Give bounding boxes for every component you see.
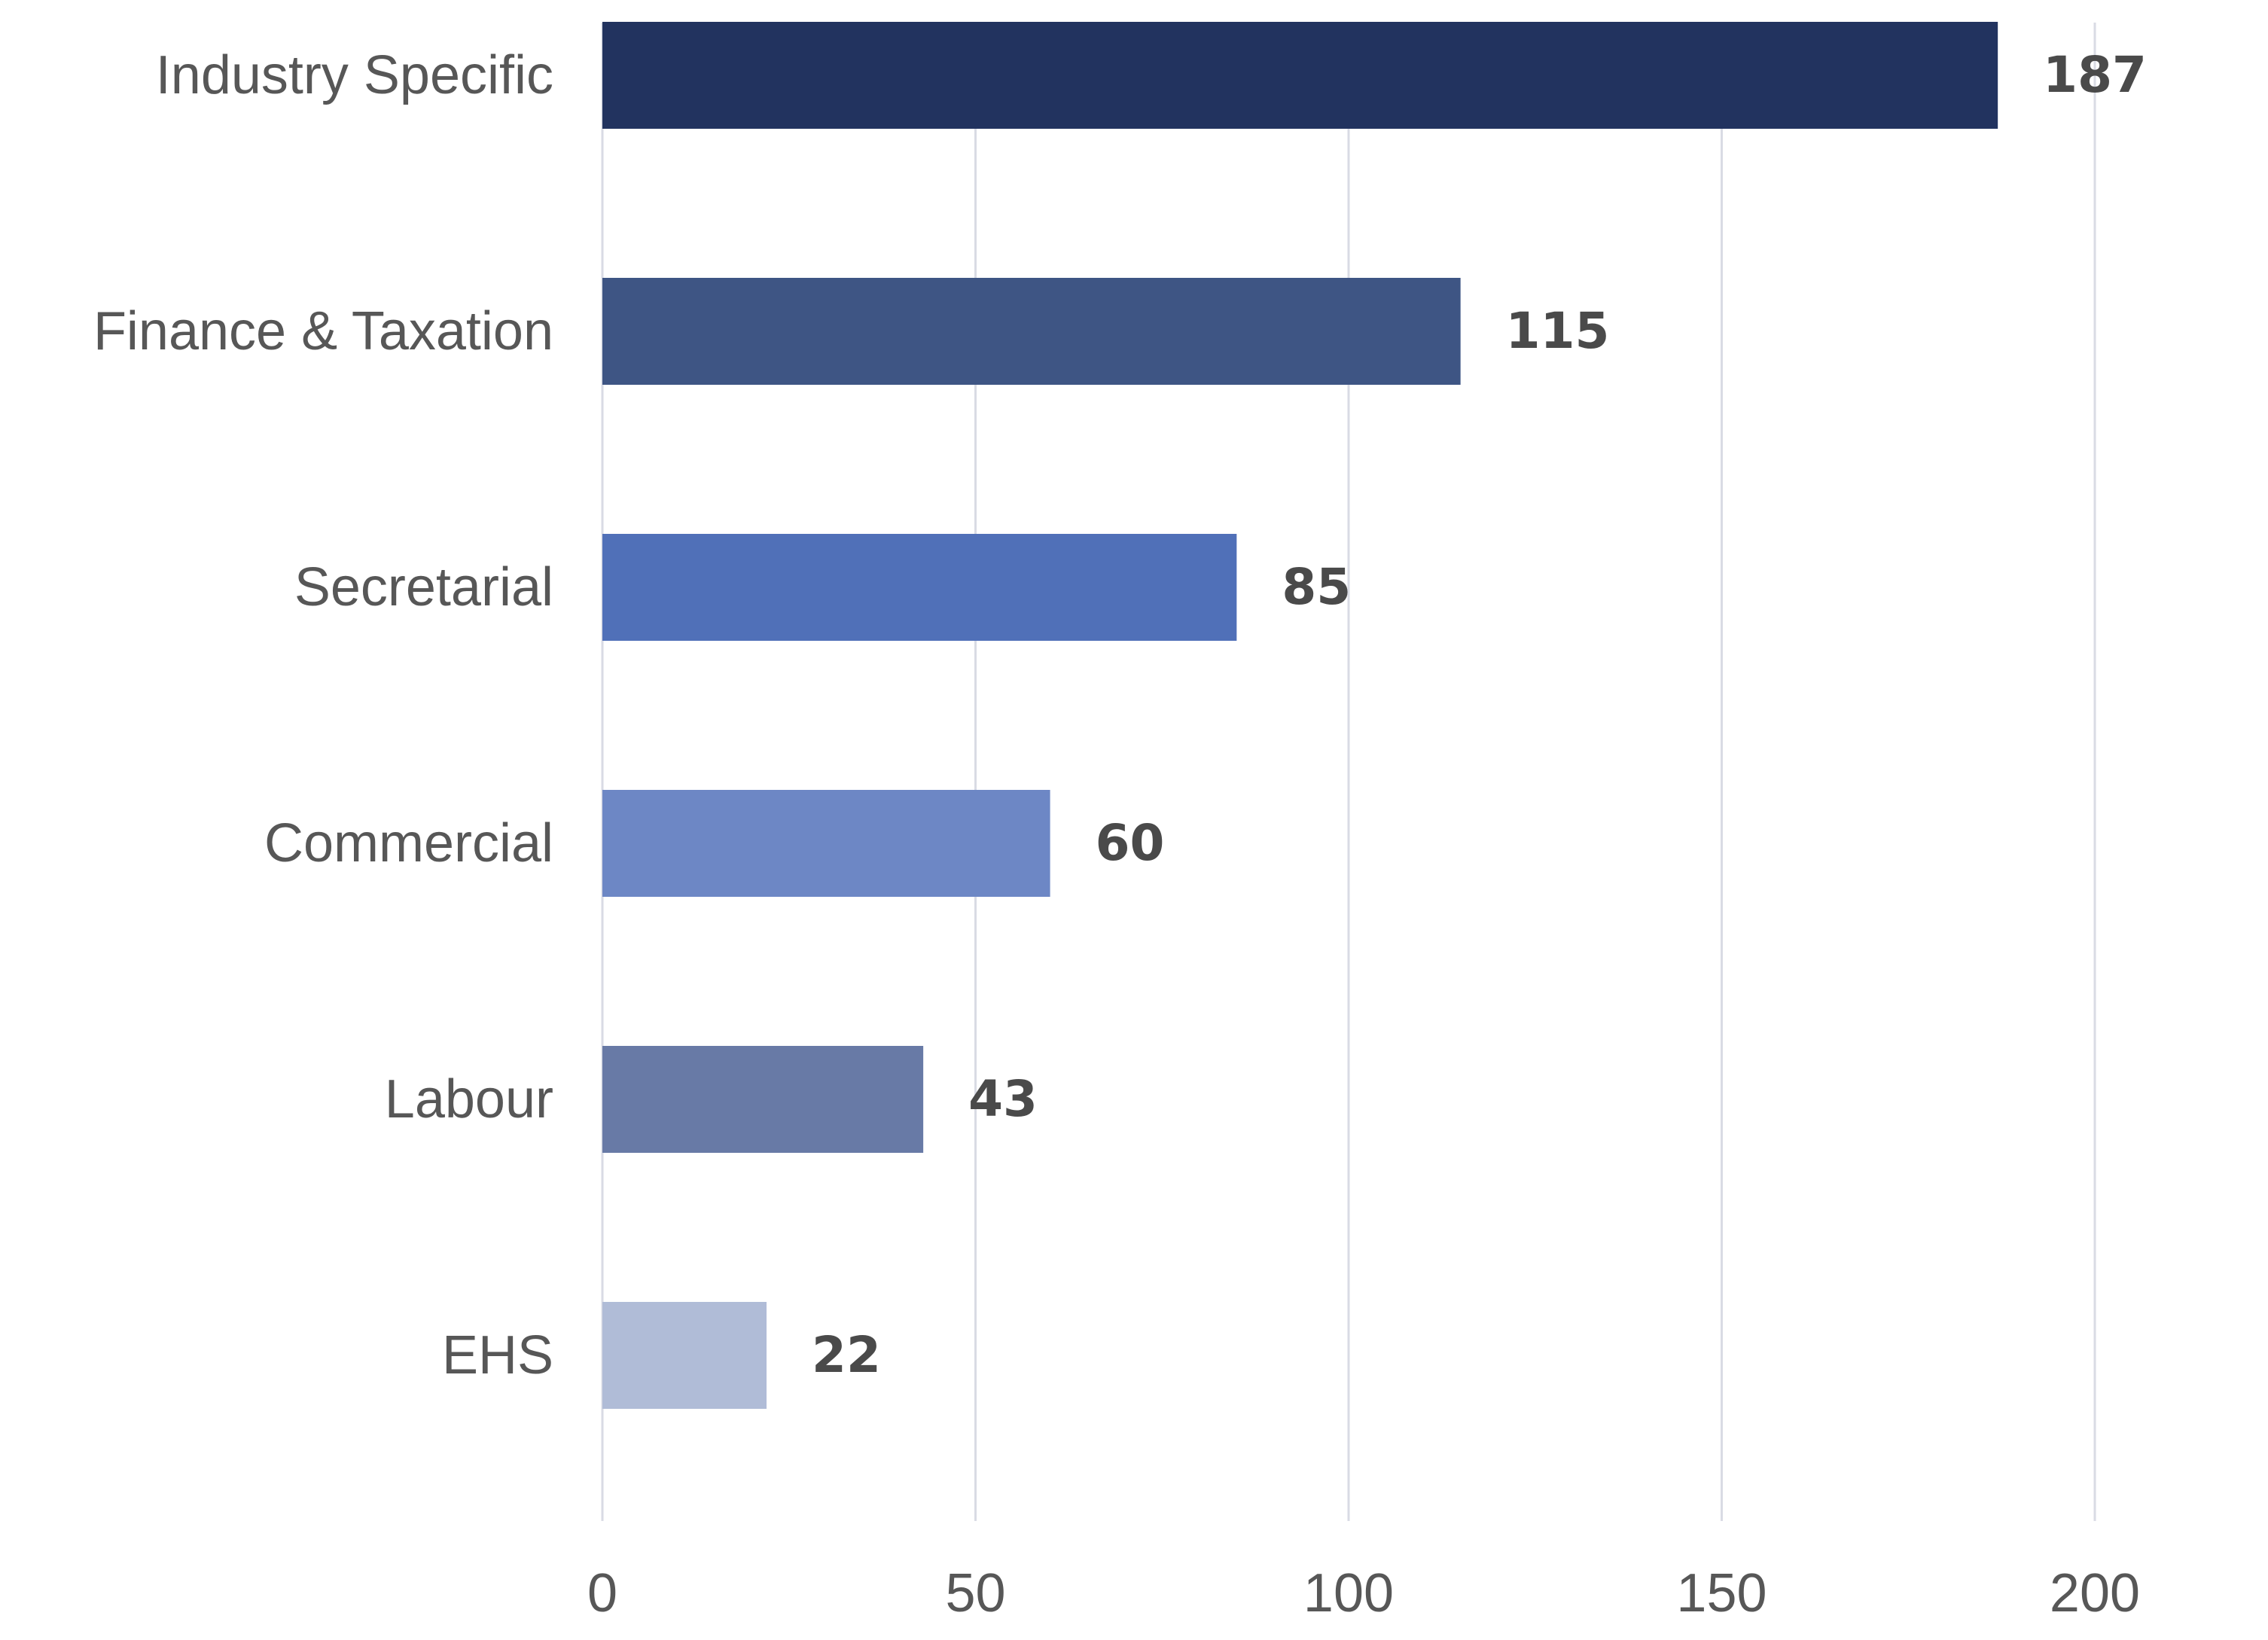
bar-labour [602, 1046, 924, 1153]
x-tick-label-200: 200 [2050, 1563, 2140, 1623]
x-tick-label-50: 50 [945, 1563, 1005, 1623]
value-label-ehs: 22 [812, 1326, 881, 1384]
value-labels: 187 115 85 60 43 22 [812, 46, 2147, 1384]
bar-finance-taxation [602, 278, 1461, 385]
bar-industry-specific [602, 22, 1998, 129]
category-labels: Industry Specific Finance & Taxation Secre… [93, 45, 553, 1385]
x-tick-label-0: 0 [587, 1563, 617, 1623]
value-label-industry-specific: 187 [2043, 46, 2147, 104]
category-label-finance-taxation: Finance & Taxation [93, 301, 553, 361]
value-label-finance-taxation: 115 [1506, 302, 1610, 360]
x-tick-label-100: 100 [1303, 1563, 1394, 1623]
category-label-commercial: Commercial [264, 813, 553, 873]
bars [602, 22, 1998, 1409]
gridlines [601, 23, 2096, 1521]
category-label-secretarial: Secretarial [294, 557, 553, 617]
x-axis-tick-labels: 0 50 100 150 200 [587, 1563, 2140, 1623]
value-label-secretarial: 85 [1282, 558, 1351, 616]
bar-secretarial [602, 534, 1237, 641]
value-label-commercial: 60 [1096, 814, 1165, 872]
category-label-industry-specific: Industry Specific [156, 45, 553, 105]
category-label-labour: Labour [385, 1069, 553, 1129]
category-label-ehs: EHS [442, 1325, 553, 1385]
x-tick-label-150: 150 [1676, 1563, 1767, 1623]
bar-commercial [602, 790, 1050, 897]
value-label-labour: 43 [968, 1070, 1038, 1128]
bar-ehs [602, 1302, 767, 1409]
